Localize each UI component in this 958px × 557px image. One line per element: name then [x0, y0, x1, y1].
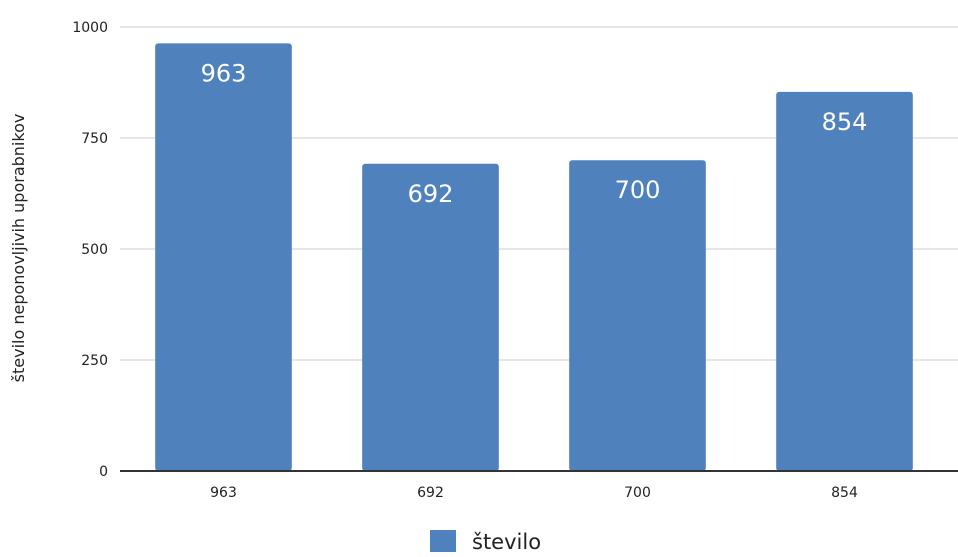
y-tick-label: 750	[81, 131, 108, 147]
x-tick-label: 963	[210, 485, 237, 501]
legend-label: število	[472, 530, 541, 552]
y-tick-label: 0	[99, 464, 108, 480]
y-axis-ticks: 0 250 500 750 1000	[72, 20, 108, 480]
y-axis-title: število neponovljivih uporabnikov	[9, 114, 28, 383]
bar-value-label: 854	[822, 108, 868, 136]
legend: število	[430, 530, 541, 554]
legend-swatch	[430, 530, 456, 552]
x-tick-label: 854	[831, 485, 858, 501]
x-axis-ticks: 963 692 700 854	[210, 485, 858, 501]
bar	[776, 91, 913, 471]
bar-value-label: 692	[408, 180, 454, 208]
bar	[569, 160, 706, 471]
bar	[155, 43, 292, 471]
x-tick-label: 700	[624, 485, 651, 501]
data-labels: 963 692 700 854	[201, 59, 868, 207]
y-tick-label: 1000	[72, 20, 108, 36]
bar	[362, 163, 499, 471]
bar-value-label: 963	[201, 59, 247, 87]
x-tick-label: 692	[417, 485, 444, 501]
bars	[155, 43, 913, 471]
y-tick-label: 250	[81, 353, 108, 369]
bar-value-label: 700	[615, 176, 661, 204]
y-tick-label: 500	[81, 242, 108, 258]
